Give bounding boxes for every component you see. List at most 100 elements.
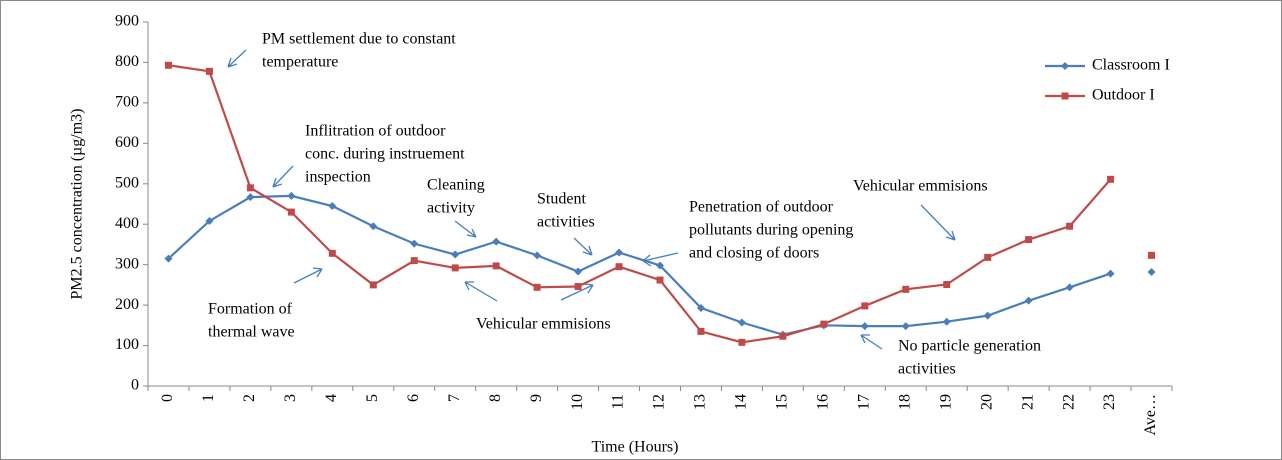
point-marker [369,281,377,289]
y-tick-label: 800 [115,53,139,70]
x-tick-label: 1 [200,394,217,402]
annotation: activities [898,361,956,378]
point-marker [451,250,460,259]
point-marker [1061,62,1069,70]
legend-label: Classroom I [1092,57,1170,74]
x-tick-label: 17 [855,394,872,410]
point-marker [656,261,664,270]
point-marker [574,283,582,291]
y-tick-label: 900 [115,13,139,30]
series-line [168,64,1112,344]
x-tick-label: 15 [774,394,791,410]
legend-label: Outdoor I [1092,87,1155,104]
y-tick-label: 200 [115,296,139,313]
annotation: Vehicular emmisions [476,316,611,333]
x-tick-label: 14 [733,394,750,410]
point-marker [1148,251,1156,259]
point-marker [984,253,992,261]
series [164,61,1156,346]
y-tick-label: 500 [115,174,139,191]
y-tick-label: 0 [131,377,139,394]
point-marker [1066,222,1074,230]
point-marker [410,257,418,265]
point-marker [697,327,705,335]
annotation: activity [427,200,475,217]
point-marker [1025,236,1033,244]
point-marker [943,280,951,288]
x-tick-label: 23 [1101,394,1118,410]
point-marker [615,248,624,257]
point-marker [942,317,951,326]
x-tick-label: 19 [937,394,954,410]
annotation: conc. during instruement [305,146,465,163]
y-tick-label: 400 [115,215,139,232]
point-marker [246,193,255,202]
annotation: Inflitration of outdoor [305,123,446,140]
x-axis-title: Time (Hours) [592,439,679,456]
x-tick-label: 5 [364,394,381,402]
point-marker [983,311,992,320]
annotation: activities [537,214,595,231]
annotation: and closing of doors [689,245,819,262]
x-tick-label: 9 [528,394,545,402]
annotation: Vehicular emmisions [853,178,988,195]
x-tick-label: 4 [323,394,340,402]
x-tick-label: 11 [610,394,627,409]
x-tick-label: 8 [487,394,504,402]
annotation: Cleaning [427,177,485,194]
annotation: PM settlement due to constant [262,31,456,48]
point-marker [574,267,583,276]
point-marker [861,302,869,310]
point-marker [533,251,542,260]
point-marker [287,208,295,216]
annotation: Penetration of outdoor [689,199,834,216]
point-marker [737,318,746,327]
annotation: Formation of [208,301,293,318]
x-tick-label: 13 [692,394,709,410]
x-tick-label: 6 [405,394,422,402]
point-marker [1065,283,1074,292]
point-marker [451,264,459,272]
point-marker [696,303,705,312]
point-marker [492,237,501,246]
point-marker [820,320,828,328]
point-marker [287,191,296,200]
point-marker [901,322,910,331]
x-tick-label: 18 [896,394,913,410]
y-tick-label: 600 [115,134,139,151]
y-tick-label: 300 [115,255,139,272]
series-line [167,194,1111,336]
x-tick-label: 3 [282,394,299,402]
point-marker [656,276,664,284]
annotation: pollutants during opening [689,222,853,239]
point-marker [533,283,541,291]
x-tick-label: 16 [815,394,832,410]
series [164,191,1156,339]
point-marker [1107,175,1115,183]
point-marker [860,322,869,331]
annotation: thermal wave [208,324,295,341]
point-marker [205,67,213,75]
x-tick-label: 21 [1019,394,1036,410]
annotation: No particle generation [898,338,1041,355]
annotation: inspection [305,169,371,186]
annotation: temperature [262,54,338,71]
point-marker [1061,92,1069,100]
point-marker [246,184,254,192]
x-tick-label: 7 [446,394,463,402]
annotation: Student [537,191,586,208]
point-marker [492,262,500,270]
point-marker [1024,296,1033,305]
point-marker [328,249,336,257]
point-marker [1106,269,1115,278]
point-marker [738,338,746,346]
point-marker [164,61,172,69]
y-tick-label: 700 [115,94,139,111]
point-marker [779,332,787,340]
point-marker [205,216,214,225]
x-tick-label: 22 [1060,394,1077,410]
point-marker [902,285,910,293]
point-marker [369,222,378,231]
